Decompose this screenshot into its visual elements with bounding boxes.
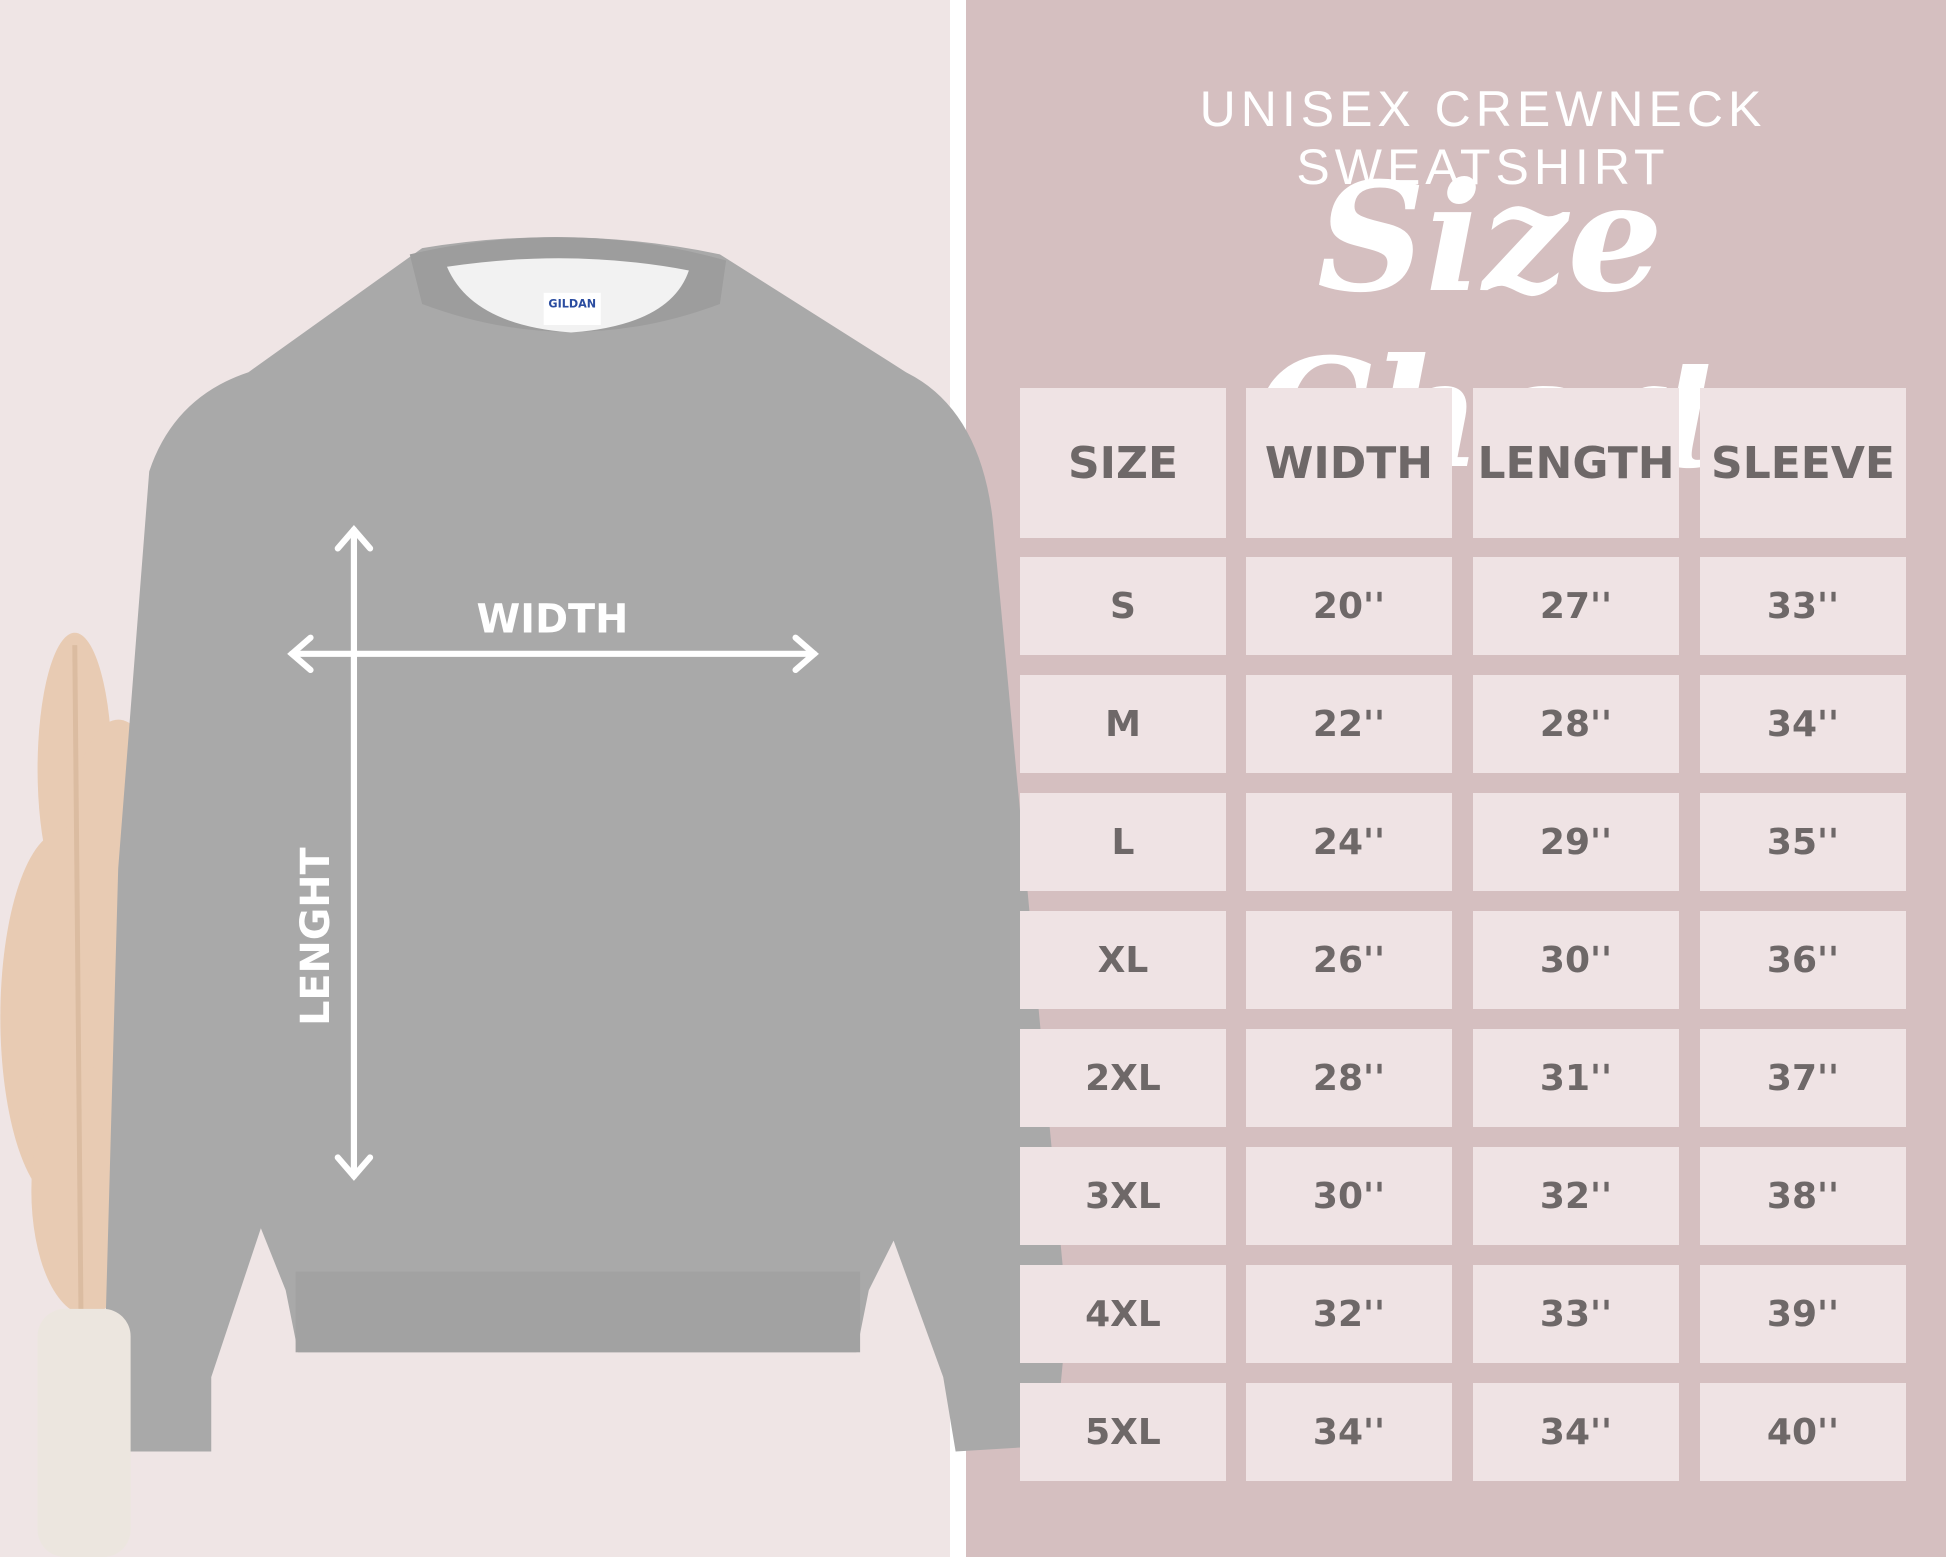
table-cell: 36'' (1700, 911, 1906, 1009)
table-cell: 24'' (1246, 793, 1452, 891)
table-cell: 35'' (1700, 793, 1906, 891)
subtitle: UNISEX CREWNECK SWEATSHIRT (1199, 81, 1767, 195)
table-cell: 3XL (1020, 1147, 1226, 1245)
table-cell: 28'' (1473, 675, 1679, 773)
table-cell: 34'' (1700, 675, 1906, 773)
table-cell: 38'' (1700, 1147, 1906, 1245)
table-cell: 34'' (1473, 1383, 1679, 1481)
table-cell: 33'' (1700, 557, 1906, 655)
table-cell: 30'' (1246, 1147, 1452, 1245)
column-header: SIZE (1020, 388, 1226, 538)
table-cell: 5XL (1020, 1383, 1226, 1481)
table-cell: 20'' (1246, 557, 1452, 655)
table-cell: 40'' (1700, 1383, 1906, 1481)
table-cell: 39'' (1700, 1265, 1906, 1363)
table-cell: L (1020, 793, 1226, 891)
vase (37, 1308, 131, 1557)
column-header: SLEEVE (1700, 388, 1906, 538)
table-cell: 31'' (1473, 1029, 1679, 1127)
table-cell: 28'' (1246, 1029, 1452, 1127)
table-cell: 26'' (1246, 911, 1452, 1009)
table-cell: 27'' (1473, 557, 1679, 655)
column-header: WIDTH (1246, 388, 1452, 538)
table-cell: 29'' (1473, 793, 1679, 891)
sweatshirt (105, 237, 1068, 1452)
table-cell: 30'' (1473, 911, 1679, 1009)
table-cell: 33'' (1473, 1265, 1679, 1363)
table-cell: 34'' (1246, 1383, 1452, 1481)
arrows (287, 525, 819, 1181)
table-cell: 32'' (1246, 1265, 1452, 1363)
tag-brand: GILDAN (548, 298, 596, 311)
column-header: LENGTH (1473, 388, 1679, 538)
table-cell: M (1020, 675, 1226, 773)
table-cell: 4XL (1020, 1265, 1226, 1363)
waistband (295, 1271, 861, 1353)
table-cell: S (1020, 557, 1226, 655)
width-label: WIDTH (477, 597, 629, 643)
length-label: LENGHT (293, 847, 339, 1025)
table-cell: 32'' (1473, 1147, 1679, 1245)
tag (543, 292, 601, 326)
table-cell: 22'' (1246, 675, 1452, 773)
table-cell: 2XL (1020, 1029, 1226, 1127)
table-cell: 37'' (1700, 1029, 1906, 1127)
table-cell: XL (1020, 911, 1226, 1009)
